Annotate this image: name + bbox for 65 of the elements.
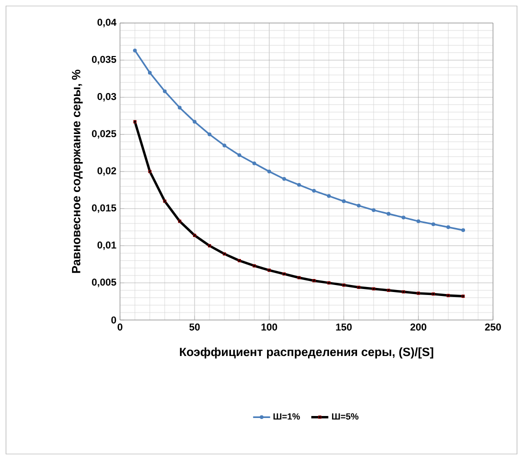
y-tick-label: 0,015 — [92, 204, 116, 213]
y-tick-label: 0,04 — [97, 18, 116, 28]
point — [297, 182, 301, 187]
x-tick-label: 100 — [262, 324, 278, 331]
point — [432, 292, 435, 296]
point — [312, 279, 316, 282]
legend-label: Ш=5% — [332, 413, 358, 420]
point — [446, 225, 450, 230]
y-tick-label: 0,005 — [92, 278, 116, 288]
point — [162, 89, 167, 94]
point — [402, 290, 406, 294]
point — [416, 292, 420, 295]
point — [222, 252, 226, 256]
point — [416, 219, 420, 224]
point — [148, 170, 152, 174]
point — [446, 294, 450, 298]
x-tick-label: 0 — [118, 324, 122, 331]
point — [431, 222, 436, 226]
point — [327, 281, 330, 284]
point — [252, 161, 256, 166]
point — [208, 132, 212, 136]
point — [372, 287, 376, 290]
point — [282, 177, 286, 181]
x-tick-label: 150 — [336, 324, 352, 331]
point — [386, 212, 390, 216]
x-tick-label: 200 — [410, 324, 426, 331]
point — [297, 276, 301, 280]
y-tick-label: 0,02 — [97, 167, 116, 176]
point — [133, 120, 137, 124]
point — [282, 272, 286, 276]
point — [178, 220, 182, 223]
y-tick-label: 0,03 — [97, 93, 116, 102]
y-tick-label: 0 — [111, 316, 116, 324]
point — [268, 268, 271, 272]
point — [402, 216, 406, 220]
point — [372, 208, 376, 212]
point — [462, 294, 465, 298]
point — [163, 200, 166, 203]
point — [252, 264, 256, 268]
legend-label: Ш=1% — [274, 413, 300, 420]
point — [326, 194, 331, 198]
point — [357, 286, 360, 289]
point — [386, 288, 390, 292]
point — [133, 48, 137, 52]
point — [237, 153, 242, 158]
y-tick-label: 0,035 — [92, 56, 116, 64]
point — [267, 170, 272, 174]
point — [193, 234, 196, 237]
point — [342, 284, 346, 287]
y-tick-label: 0,025 — [92, 130, 116, 139]
point — [208, 244, 212, 248]
x-tick-label: 250 — [485, 324, 501, 331]
point — [312, 188, 316, 193]
point — [192, 120, 196, 124]
y-tick-label: 0,01 — [97, 242, 116, 250]
point — [148, 70, 152, 75]
point — [461, 228, 466, 232]
point — [222, 144, 226, 148]
x-axis-title: Коэффициент распределения серы, (S)/[S] — [180, 347, 434, 359]
x-tick-label: 50 — [189, 324, 200, 331]
point — [356, 204, 361, 208]
point — [238, 259, 241, 262]
point — [178, 106, 182, 110]
y-axis-title: Равновесное содержание серы, % — [72, 70, 83, 273]
point — [342, 199, 346, 204]
